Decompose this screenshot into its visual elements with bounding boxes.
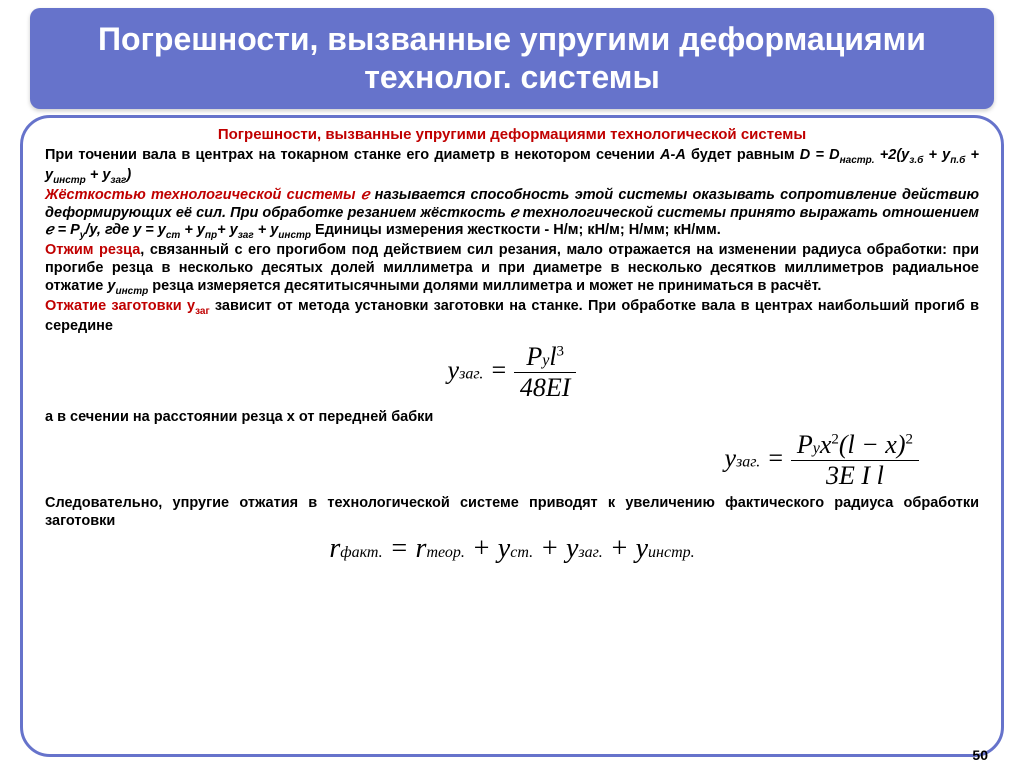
p2-a: Жёсткостью технологической системы ℯ (45, 187, 369, 203)
f3-e: + y (603, 533, 648, 564)
f3-c: + y (465, 533, 510, 564)
f2-nsup1: 2 (831, 432, 839, 448)
f2-nb: x (820, 430, 832, 459)
formula-3: rфакт. = rтеор. + yст. + yзаг. + yинстр. (45, 533, 979, 565)
f1-lsub: заг. (459, 365, 483, 382)
paragraph-6: Следовательно, упругие отжатия в техноло… (45, 495, 979, 530)
f2-lsub: заг. (736, 454, 760, 471)
f2-nsup2: 2 (906, 432, 914, 448)
f1-na: P (526, 342, 542, 371)
f2-left: y (724, 444, 736, 473)
f1-den: 48EI (514, 373, 577, 403)
f2-eq: = (760, 444, 791, 473)
paragraph-4: Отжатие заготовки yзаг зависит от метода… (45, 298, 979, 336)
paragraph-3: Отжим резца, связанный с его прогибом по… (45, 242, 979, 297)
subtitle: Погрешности, вызванные упругими деформац… (45, 126, 979, 143)
p2-f: + y (254, 222, 279, 238)
p1-c: будет равным (686, 147, 800, 163)
f3-s3: ст. (510, 544, 533, 561)
formula-1: yзаг. = Pyl348EI (45, 342, 979, 403)
p3-a: Отжим резца (45, 242, 140, 258)
f2-nc: (l − x) (839, 430, 906, 459)
p4-s1: заг (195, 306, 210, 317)
f1-eq: = (483, 355, 514, 384)
f3-s2: теор. (426, 544, 464, 561)
p3-s1: инстр (115, 286, 148, 297)
p1-h: ) (126, 167, 131, 183)
p2-d: + y (180, 222, 205, 238)
p1-a: При точении вала в центрах на токарном с… (45, 147, 660, 163)
f1-left: y (448, 355, 460, 384)
p1-s5: заг (110, 175, 126, 186)
p1-e: + y (923, 147, 950, 163)
p3-d: резца измеряется десятитысячными долями … (148, 278, 821, 294)
f1-frac: Pyl348EI (514, 342, 577, 403)
p2-c: /y, где y = y (85, 222, 166, 238)
f3-s1: факт. (340, 544, 382, 561)
p1-d: +2(y (875, 147, 910, 163)
p1-g: + y (86, 167, 111, 183)
f3-a: r (329, 533, 340, 564)
p1-s1: настр. (840, 155, 875, 166)
slide-title: Погрешности, вызванные упругими деформац… (30, 8, 994, 109)
p2-s5: инстр (278, 230, 311, 241)
slide: Погрешности, вызванные упругими деформац… (0, 8, 1024, 775)
f3-s4: заг. (578, 544, 602, 561)
f3-d: + y (533, 533, 578, 564)
p1-s2: з.б (909, 155, 923, 166)
f1-nb: l (549, 342, 556, 371)
f1-nsup: 3 (557, 343, 565, 359)
formula-2: yзаг. = Pyx2(l − x)23E I l (45, 430, 979, 491)
p2-e: + y (217, 222, 238, 238)
f2-ns: y (813, 440, 820, 457)
p2-s4: заг (238, 230, 254, 241)
p1-b: А-А (660, 147, 686, 163)
p2-s3: пр (205, 230, 217, 241)
p1-s4: инстр (53, 175, 86, 186)
p4-a: Отжатие заготовки y (45, 298, 195, 314)
p1-f1: D = D (800, 147, 840, 163)
page-number: 50 (972, 747, 988, 763)
f2-den: 3E I l (791, 461, 919, 491)
f2-frac: Pyx2(l − x)23E I l (791, 430, 919, 491)
p1-s3: п.б (950, 155, 965, 166)
paragraph-5: а в сечении на расстоянии резца х от пер… (45, 409, 979, 427)
f2-na: P (797, 430, 813, 459)
paragraph-1: При точении вала в центрах на токарном с… (45, 147, 979, 187)
p2-s2: ст (166, 230, 180, 241)
content-frame: Погрешности, вызванные упругими деформац… (20, 115, 1004, 757)
p2-g: Единицы измерения жесткости - Н/м; кН/м;… (311, 222, 721, 238)
f3-b: = r (383, 533, 427, 564)
paragraph-2: Жёсткостью технологической системы ℯ наз… (45, 187, 979, 242)
f3-s5: инстр. (648, 544, 695, 561)
